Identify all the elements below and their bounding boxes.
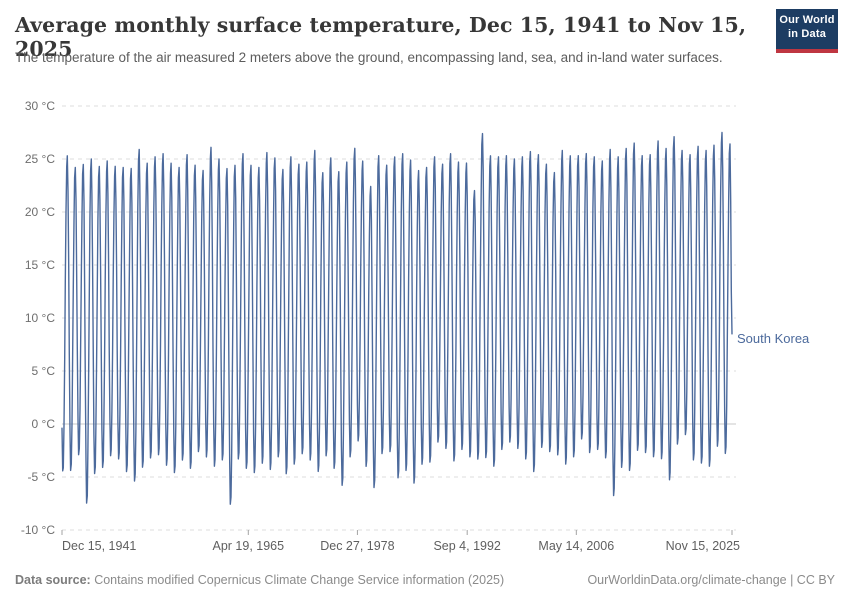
- data-source-label: Data source:: [15, 573, 91, 587]
- y-tick-label: 0 °C: [32, 417, 56, 431]
- x-tick-label: Dec 27, 1978: [320, 539, 394, 553]
- owid-credit-link[interactable]: OurWorldinData.org/climate-change | CC B…: [587, 573, 835, 587]
- data-source-detail: Contains modified Copernicus Climate Cha…: [90, 573, 505, 587]
- x-tick-label: May 14, 2006: [538, 539, 614, 553]
- chart-footer: Data source: Contains modified Copernicu…: [15, 573, 835, 587]
- south-korea-temperature-line[interactable]: [61, 131, 733, 505]
- data-source-text: Data source: Contains modified Copernicu…: [15, 573, 504, 587]
- series-label-south-korea[interactable]: South Korea: [737, 331, 810, 346]
- chart-subtitle: The temperature of the air measured 2 me…: [15, 50, 723, 65]
- owid-logo-line2: in Data: [787, 27, 827, 40]
- y-tick-label: -5 °C: [28, 470, 56, 484]
- owid-logo-line1: Our World: [779, 14, 835, 26]
- owid-logo[interactable]: Our World in Data: [776, 9, 838, 53]
- y-tick-label: 5 °C: [32, 364, 56, 378]
- x-tick-label: Dec 15, 1941: [62, 539, 136, 553]
- x-tick-label: Apr 19, 1965: [212, 539, 284, 553]
- y-tick-label: 15 °C: [25, 258, 55, 272]
- x-tick-label: Nov 15, 2025: [666, 539, 740, 553]
- chart-title: Average monthly surface temperature, Dec…: [15, 13, 747, 61]
- x-tick-label: Sep 4, 1992: [433, 539, 500, 553]
- y-tick-label: 30 °C: [25, 99, 55, 113]
- y-tick-label: -10 °C: [21, 523, 55, 537]
- y-tick-label: 20 °C: [25, 205, 55, 219]
- y-tick-label: 25 °C: [25, 152, 55, 166]
- y-tick-label: 10 °C: [25, 311, 55, 325]
